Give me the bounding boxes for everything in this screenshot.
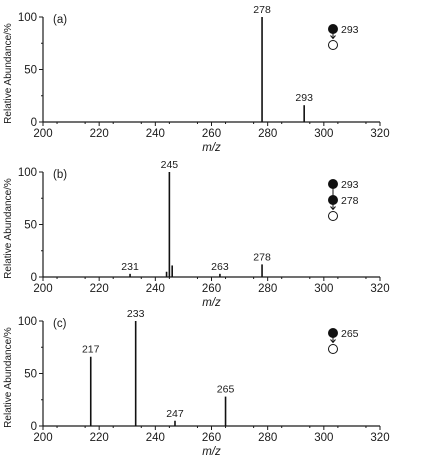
x-tick-label: 300 — [314, 432, 333, 444]
y-tick-label: 50 — [24, 369, 37, 381]
arrow-head-icon — [330, 35, 336, 40]
precursor-mz-label: 293 — [341, 24, 359, 36]
precursor-mz-label: 278 — [341, 195, 359, 207]
x-tick-label: 320 — [370, 128, 389, 140]
x-tick-label: 200 — [33, 283, 52, 295]
arrow-head-icon — [330, 206, 336, 211]
y-tick-label: 0 — [31, 421, 37, 433]
peak-label: 245 — [161, 159, 179, 171]
arrow-head-icon — [330, 339, 336, 344]
panel-a: 200 220 240 260 280 300 320 0 50 100 Relative Abun… — [3, 4, 390, 154]
peak-label: 217 — [82, 344, 100, 356]
peak-label: 247 — [166, 408, 184, 420]
panel-label: (c) — [53, 318, 67, 330]
precursor-mz-label: 265 — [341, 328, 359, 340]
x-axis-title: m/z — [202, 142, 221, 154]
x-tick-label: 240 — [146, 432, 165, 444]
x-tick-label: 320 — [370, 432, 389, 444]
y-tick-label: 50 — [24, 65, 37, 77]
y-tick-label: 50 — [24, 220, 37, 232]
x-tick-label: 200 — [33, 432, 52, 444]
x-tick-label: 300 — [314, 283, 333, 295]
y-axis-title: Relative Abundance/% — [3, 327, 14, 428]
x-tick-label: 220 — [90, 128, 109, 140]
x-tick-label: 320 — [370, 283, 389, 295]
x-tick-label: 280 — [258, 283, 277, 295]
y-tick-label: 0 — [31, 117, 37, 129]
peak-label: 278 — [253, 251, 271, 263]
x-tick-label: 220 — [90, 283, 109, 295]
peak-label: 293 — [295, 92, 313, 104]
x-tick-label: 240 — [146, 128, 165, 140]
x-axis-title: m/z — [202, 446, 221, 458]
y-tick-label: 0 — [31, 272, 37, 284]
peak-label: 233 — [127, 308, 145, 320]
peak-label: 231 — [121, 261, 139, 273]
panel-b: 200 220 240 260 280 300 320 0 50 100 Relative Abun… — [3, 159, 390, 309]
x-tick-label: 220 — [90, 432, 109, 444]
y-tick-label: 100 — [18, 316, 37, 328]
product-ion-icon — [328, 211, 338, 221]
x-axis-title: m/z — [202, 297, 221, 309]
y-tick-label: 100 — [18, 167, 37, 179]
x-tick-label: 280 — [258, 432, 277, 444]
y-tick-label: 100 — [18, 12, 37, 24]
peak-label: 265 — [217, 384, 235, 396]
x-tick-label: 300 — [314, 128, 333, 140]
panel-c: 200 220 240 260 280 300 320 0 50 100 Relative Abun… — [3, 308, 390, 458]
peak-label: 263 — [211, 261, 229, 273]
fragmentation-legend: 293 — [328, 24, 359, 50]
precursor-ion-icon — [328, 24, 338, 34]
x-tick-label: 260 — [202, 432, 221, 444]
panel-label: (b) — [53, 169, 67, 181]
precursor-mz-label: 293 — [341, 179, 359, 191]
peak-label: 278 — [253, 4, 271, 16]
precursor-ion-icon — [328, 179, 338, 189]
fragmentation-legend: 265 — [328, 328, 359, 354]
x-tick-label: 240 — [146, 283, 165, 295]
y-axis-title: Relative Abundance/% — [3, 178, 14, 279]
product-ion-icon — [328, 40, 338, 50]
y-axis-title: Relative Abundance/% — [3, 23, 14, 124]
x-tick-label: 260 — [202, 128, 221, 140]
precursor-ion-icon — [328, 328, 338, 338]
x-tick-label: 200 — [33, 128, 52, 140]
product-ion-icon — [328, 344, 338, 354]
x-tick-label: 260 — [202, 283, 221, 295]
panel-label: (a) — [53, 14, 67, 26]
x-tick-label: 280 — [258, 128, 277, 140]
